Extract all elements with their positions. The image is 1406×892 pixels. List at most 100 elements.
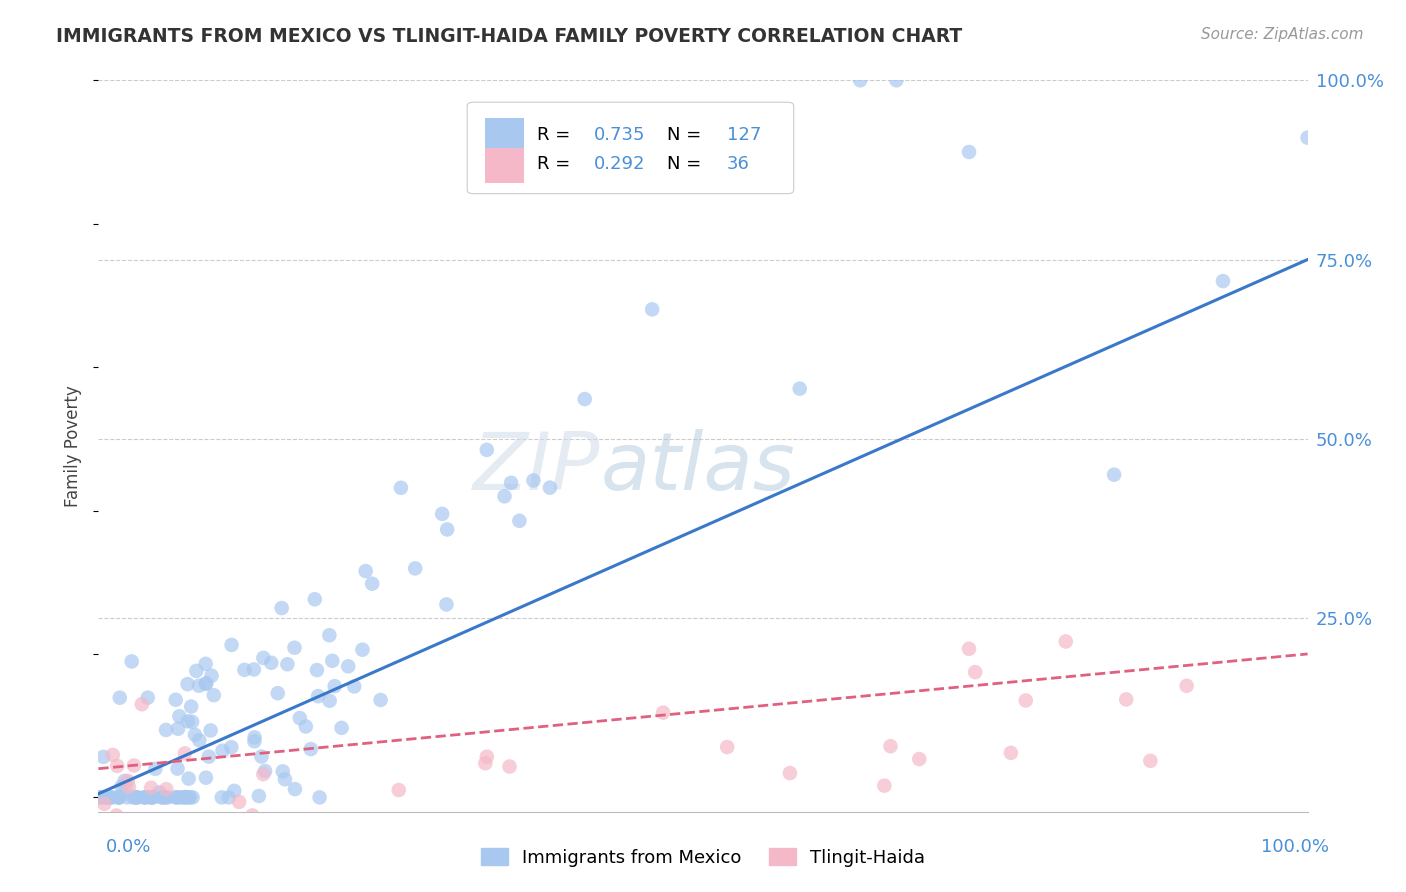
Point bbox=[200, 669, 222, 683]
Legend: Immigrants from Mexico, Tlingit-Haida: Immigrants from Mexico, Tlingit-Haida bbox=[474, 841, 932, 874]
Point bbox=[228, 795, 250, 809]
Point bbox=[475, 442, 498, 457]
Point bbox=[879, 739, 901, 754]
Point bbox=[957, 641, 980, 656]
Point bbox=[194, 771, 217, 785]
Point bbox=[250, 749, 273, 764]
Point bbox=[641, 302, 664, 317]
Point bbox=[121, 655, 143, 669]
Text: 100.0%: 100.0% bbox=[1261, 838, 1329, 855]
Y-axis label: Family Poverty: Family Poverty bbox=[65, 385, 83, 507]
Point bbox=[134, 790, 156, 805]
Point bbox=[93, 790, 115, 805]
Point bbox=[132, 790, 155, 805]
Point bbox=[155, 782, 177, 797]
Point bbox=[186, 664, 208, 678]
Point bbox=[957, 145, 980, 159]
Text: ZIP: ZIP bbox=[472, 429, 600, 507]
Point bbox=[270, 601, 292, 615]
Point bbox=[370, 693, 392, 707]
Point bbox=[274, 772, 297, 787]
Point bbox=[436, 598, 458, 612]
Point bbox=[165, 790, 187, 805]
Point bbox=[155, 790, 177, 805]
Point bbox=[501, 475, 523, 490]
Point bbox=[181, 714, 204, 729]
Point bbox=[538, 481, 561, 495]
Point bbox=[267, 686, 290, 700]
Point bbox=[177, 714, 200, 729]
Point bbox=[194, 677, 217, 691]
Point bbox=[166, 762, 188, 776]
Point bbox=[117, 790, 139, 805]
Point bbox=[284, 782, 307, 797]
Point bbox=[208, 814, 231, 828]
Point bbox=[849, 73, 872, 87]
Point bbox=[436, 523, 458, 537]
Point bbox=[179, 790, 201, 805]
Point bbox=[152, 790, 174, 805]
Point bbox=[243, 731, 266, 745]
Point bbox=[1115, 692, 1137, 706]
Point bbox=[176, 677, 198, 691]
Point bbox=[101, 790, 124, 805]
Point bbox=[108, 790, 131, 805]
Point bbox=[165, 790, 187, 805]
Point bbox=[240, 808, 263, 822]
Point bbox=[221, 638, 243, 652]
Point bbox=[404, 561, 426, 575]
Point bbox=[965, 665, 987, 680]
Text: atlas: atlas bbox=[600, 429, 794, 507]
Point bbox=[200, 723, 222, 738]
Point bbox=[494, 489, 516, 503]
Point bbox=[139, 780, 162, 795]
Point bbox=[107, 790, 129, 805]
Point bbox=[224, 784, 246, 798]
Point bbox=[304, 592, 326, 607]
Point bbox=[343, 680, 366, 694]
Text: R =: R = bbox=[537, 126, 576, 145]
Point bbox=[1212, 274, 1234, 288]
Point bbox=[1296, 130, 1319, 145]
Point bbox=[93, 750, 115, 764]
Point bbox=[271, 764, 294, 779]
Text: 127: 127 bbox=[727, 126, 762, 145]
Point bbox=[97, 790, 120, 805]
Point bbox=[475, 749, 498, 764]
Point bbox=[167, 722, 190, 736]
Point bbox=[194, 657, 217, 671]
Text: 0.0%: 0.0% bbox=[105, 838, 150, 855]
Point bbox=[167, 790, 190, 805]
Point bbox=[1102, 467, 1125, 482]
Point bbox=[89, 790, 111, 805]
Point bbox=[96, 790, 118, 805]
Point bbox=[143, 762, 166, 776]
Point bbox=[873, 779, 896, 793]
Point bbox=[148, 785, 170, 799]
Point bbox=[318, 628, 340, 642]
Text: IMMIGRANTS FROM MEXICO VS TLINGIT-HAIDA FAMILY POVERTY CORRELATION CHART: IMMIGRANTS FROM MEXICO VS TLINGIT-HAIDA … bbox=[56, 27, 963, 45]
Point bbox=[1139, 754, 1161, 768]
Point bbox=[96, 790, 118, 805]
Point bbox=[105, 759, 128, 773]
Point bbox=[337, 659, 360, 673]
Point bbox=[122, 758, 145, 772]
Point bbox=[1000, 746, 1022, 760]
Point bbox=[574, 392, 596, 406]
Point bbox=[169, 709, 191, 723]
Point bbox=[252, 767, 274, 781]
Point bbox=[330, 721, 353, 735]
Point bbox=[908, 752, 931, 766]
Point bbox=[141, 790, 163, 805]
Point bbox=[1175, 679, 1198, 693]
Point bbox=[98, 790, 121, 805]
Point bbox=[652, 706, 675, 720]
Point bbox=[177, 790, 200, 805]
Point bbox=[202, 688, 225, 702]
Point bbox=[124, 790, 146, 805]
Point bbox=[215, 826, 238, 840]
Point bbox=[716, 740, 738, 755]
Point bbox=[108, 790, 131, 805]
Point bbox=[318, 694, 340, 708]
Text: 0.292: 0.292 bbox=[595, 155, 645, 173]
